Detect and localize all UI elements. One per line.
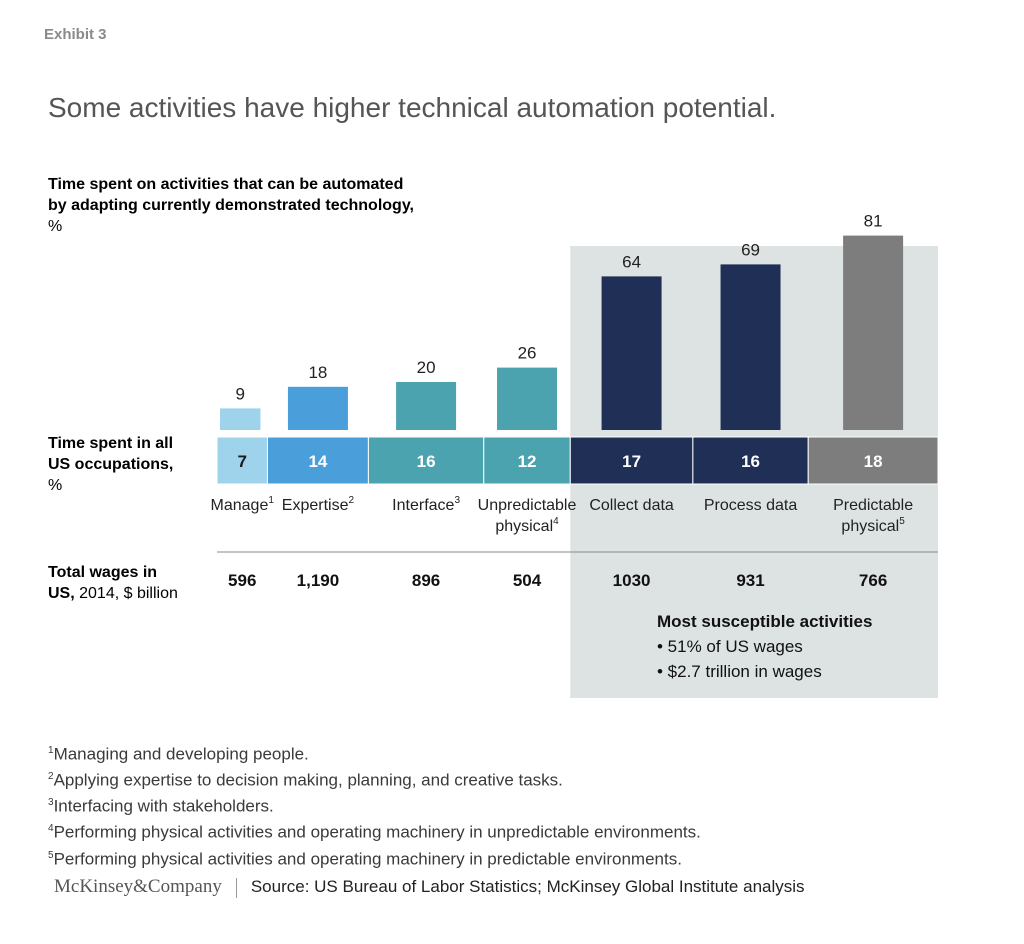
footnote-text-5: Performing physical activities and opera… bbox=[53, 849, 682, 869]
panel-bullet-wages-total: • $2.7 trillion in wages bbox=[657, 662, 822, 681]
footnote-text-4: Performing physical activities and opera… bbox=[53, 823, 701, 843]
brand-logo: McKinsey&Company bbox=[54, 876, 222, 897]
wages-row-label: Total wages in US, 2014, $ billion bbox=[48, 562, 178, 604]
footnote-2: 2Applying expertise to decision making, … bbox=[48, 766, 701, 792]
category-footnote-1: 1 bbox=[268, 495, 274, 506]
bar-value-2: 18 bbox=[308, 363, 327, 382]
strip-segment-6 bbox=[692, 436, 809, 485]
footnote-3: 3Interfacing with stakeholders. bbox=[48, 792, 701, 818]
bar-value-5: 64 bbox=[622, 252, 641, 271]
time-spent-strip: 7 14 16 12 17 16 18 bbox=[216, 436, 939, 485]
category-footnote-4: 4 bbox=[553, 516, 559, 527]
footnote-text-2: Applying expertise to decision making, p… bbox=[53, 770, 563, 790]
bar-7 bbox=[843, 235, 904, 430]
footnote-text-1: Managing and developing people. bbox=[53, 744, 309, 764]
strip-segment-5 bbox=[569, 436, 694, 485]
panel-bullet-wages-share: • 51% of US wages bbox=[657, 637, 803, 656]
wage-value-3: 896 bbox=[412, 571, 440, 590]
source-note: Source: US Bureau of Labor Statistics; M… bbox=[250, 877, 805, 896]
footnote-number-4: 4 bbox=[48, 823, 54, 835]
category-label-3: Interface3 bbox=[392, 495, 460, 514]
wage-value-2: 1,190 bbox=[297, 571, 340, 590]
category-label-7-line2: physical5 bbox=[841, 516, 905, 535]
footnote-number-3: 3 bbox=[48, 797, 54, 809]
category-label-2: Expertise2 bbox=[282, 495, 355, 514]
chart-subtitle: Time spent on activities that can be aut… bbox=[48, 174, 414, 237]
strip-value-5: 17 bbox=[622, 452, 641, 471]
strip-value-7: 18 bbox=[864, 452, 883, 471]
strip-value-2: 14 bbox=[308, 452, 327, 471]
footnote-1: 1Managing and developing people. bbox=[48, 740, 701, 766]
wage-value-5: 1030 bbox=[613, 571, 651, 590]
bar-3 bbox=[396, 382, 457, 430]
bar-value-4: 26 bbox=[518, 344, 537, 363]
bar-6 bbox=[720, 264, 781, 430]
wages-line-2-rest: 2014, $ billion bbox=[79, 585, 178, 602]
strip-segment-7 bbox=[807, 436, 939, 485]
wages-line-2: US, 2014, $ billion bbox=[48, 583, 178, 604]
time-spent-row-label: Time spent in all US occupations, % bbox=[48, 433, 173, 496]
category-label-7: Predictable bbox=[833, 497, 913, 514]
footnote-number-1: 1 bbox=[48, 745, 54, 756]
bar-5 bbox=[601, 276, 662, 430]
strip-value-6: 16 bbox=[741, 452, 760, 471]
subtitle-line-2: by adapting currently demonstrated techn… bbox=[48, 197, 414, 214]
category-labels: Manage1 Expertise2 Interface3 Unpredictable… bbox=[211, 495, 914, 535]
time-spent-line-2: US occupations, bbox=[48, 456, 174, 473]
footnote-4: 4Performing physical activities and oper… bbox=[48, 818, 701, 844]
footer: McKinsey&Company Source: US Bureau of Lab… bbox=[54, 876, 805, 898]
exhibit-label: Exhibit 3 bbox=[44, 26, 107, 43]
automation-bars: 9 18 20 26 64 69 81 bbox=[220, 212, 904, 430]
bar-2 bbox=[287, 386, 348, 430]
bar-value-7: 81 bbox=[864, 212, 883, 231]
category-label-5: Collect data bbox=[589, 497, 674, 514]
subtitle-line-1: Time spent on activities that can be aut… bbox=[48, 176, 404, 193]
subtitle-unit: % bbox=[48, 218, 63, 235]
time-spent-unit: % bbox=[48, 477, 63, 494]
strip-segment-3 bbox=[367, 436, 485, 485]
strip-value-1: 7 bbox=[238, 452, 247, 471]
wage-value-7: 766 bbox=[859, 571, 887, 590]
footnote-text-3: Interfacing with stakeholders. bbox=[53, 796, 274, 816]
category-footnote-2: 2 bbox=[349, 495, 355, 506]
footnote-number-5: 5 bbox=[48, 849, 54, 861]
strip-value-3: 16 bbox=[417, 452, 436, 471]
time-spent-line-1: Time spent in all bbox=[48, 435, 174, 452]
wages-line-2-bold: US, bbox=[48, 585, 75, 602]
wage-value-1: 596 bbox=[228, 571, 256, 590]
wages-line-1: Total wages in bbox=[48, 564, 158, 581]
footnote-number-2: 2 bbox=[48, 771, 54, 783]
footnote-5: 5Performing physical activities and oper… bbox=[48, 845, 701, 871]
category-footnote-7: 5 bbox=[899, 516, 905, 527]
bar-value-3: 20 bbox=[417, 358, 436, 377]
category-label-1: Manage1 bbox=[211, 495, 275, 514]
strip-segment-4 bbox=[483, 436, 571, 485]
category-label-4: Unpredictable bbox=[478, 497, 577, 514]
category-footnote-3: 3 bbox=[454, 495, 460, 506]
wage-value-6: 931 bbox=[736, 571, 764, 590]
panel-title: Most susceptible activities bbox=[657, 612, 872, 631]
category-label-4-line2: physical4 bbox=[495, 516, 559, 535]
wage-value-4: 504 bbox=[513, 571, 542, 590]
bar-1 bbox=[220, 408, 261, 430]
strip-segment-1 bbox=[216, 436, 268, 485]
footnotes: 1Managing and developing people. 2Applyin… bbox=[48, 740, 701, 871]
category-label-6: Process data bbox=[704, 497, 797, 514]
wage-values: 596 1,190 896 504 1030 931 766 bbox=[228, 571, 887, 590]
bar-4 bbox=[497, 367, 558, 430]
bar-value-1: 9 bbox=[236, 384, 245, 403]
chart-title: Some activities have higher technical au… bbox=[48, 92, 777, 123]
bar-value-6: 69 bbox=[741, 240, 760, 259]
footer-separator bbox=[235, 877, 237, 898]
strip-value-4: 12 bbox=[518, 452, 537, 471]
